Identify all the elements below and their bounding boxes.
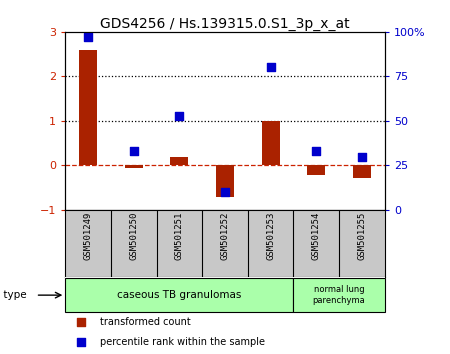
Point [85, 34, 92, 40]
Text: GSM501250: GSM501250 [129, 212, 138, 260]
Bar [353, 165, 371, 178]
Text: GSM501254: GSM501254 [312, 212, 321, 260]
Bar [307, 165, 325, 175]
Text: normal lung
parenchyma: normal lung parenchyma [313, 285, 365, 305]
Bar [65, 278, 293, 313]
Text: GSM501255: GSM501255 [357, 212, 366, 260]
Title: GDS4256 / Hs.139315.0.S1_3p_x_at: GDS4256 / Hs.139315.0.S1_3p_x_at [100, 17, 350, 31]
Text: GSM501249: GSM501249 [84, 212, 93, 260]
Point [358, 154, 365, 159]
Bar [125, 165, 143, 168]
Point [176, 113, 183, 118]
Point [221, 189, 229, 195]
Point [267, 65, 274, 70]
Point [77, 339, 85, 345]
Point [77, 319, 85, 325]
Text: cell type: cell type [0, 290, 27, 300]
Bar [170, 158, 189, 165]
Bar [216, 165, 234, 196]
Bar [79, 50, 97, 165]
Text: percentile rank within the sample: percentile rank within the sample [100, 337, 266, 347]
Text: GSM501252: GSM501252 [220, 212, 230, 260]
Text: GSM501253: GSM501253 [266, 212, 275, 260]
Point [313, 148, 320, 154]
Text: caseous TB granulomas: caseous TB granulomas [117, 290, 242, 300]
Text: transformed count: transformed count [100, 317, 191, 327]
Text: GSM501251: GSM501251 [175, 212, 184, 260]
Point [130, 148, 137, 154]
Bar [261, 121, 280, 165]
Bar [293, 278, 385, 313]
